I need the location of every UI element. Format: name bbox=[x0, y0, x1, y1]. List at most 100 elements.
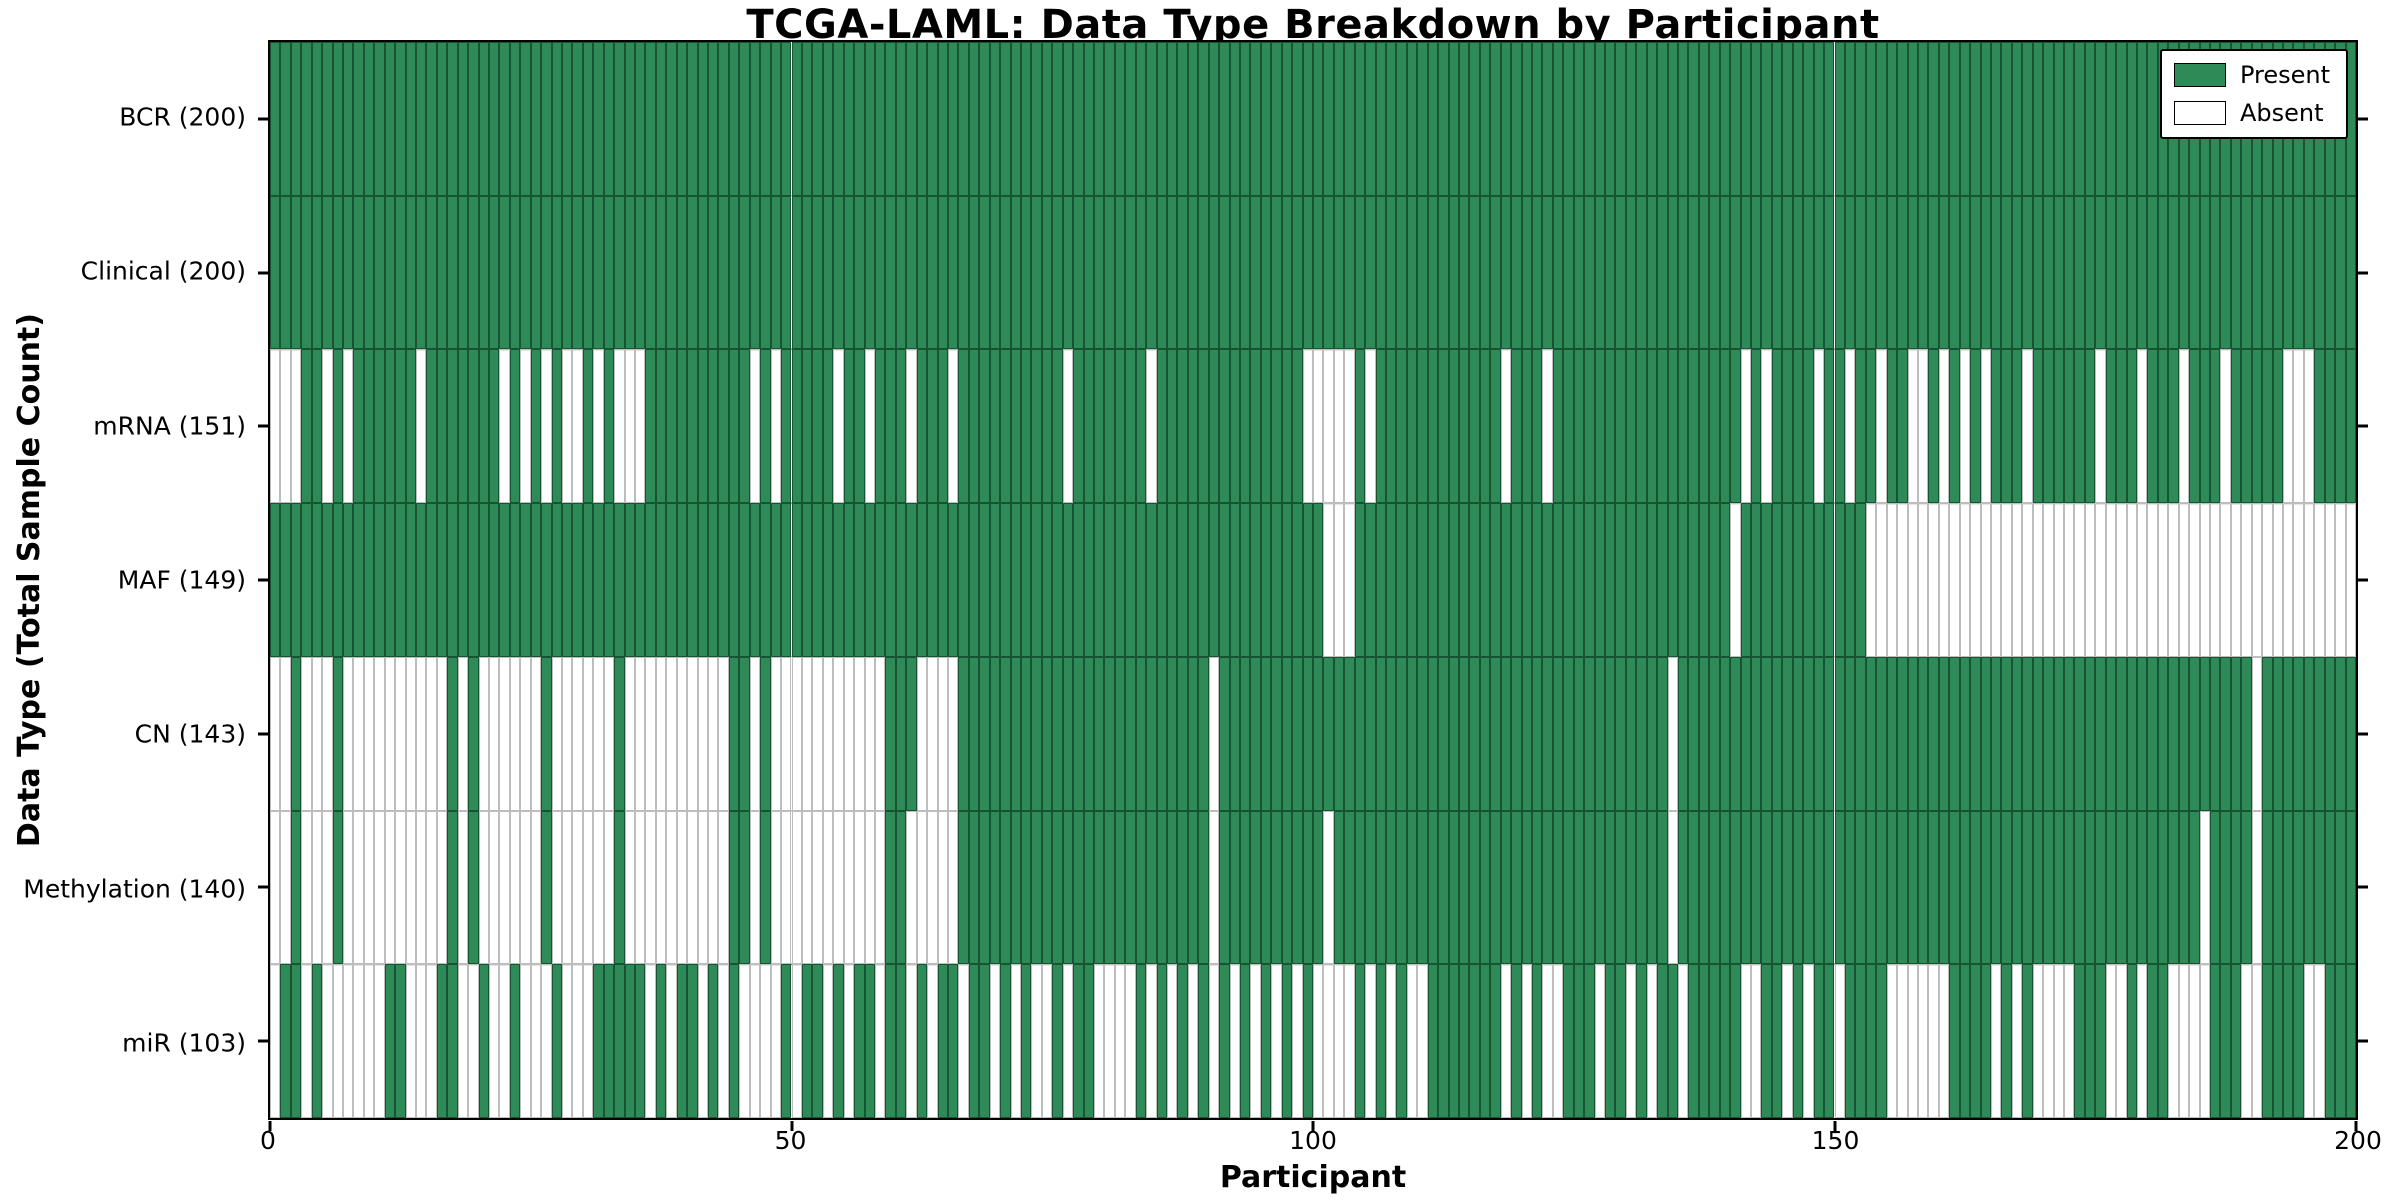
cell-miR-88-absent bbox=[1187, 964, 1199, 1118]
cell-Methylation-24-absent bbox=[520, 810, 531, 965]
cell-Clinical-39-present bbox=[676, 195, 688, 350]
cell-miR-128-present bbox=[1605, 964, 1616, 1118]
cell-Methylation-49-absent bbox=[781, 810, 792, 965]
cell-miR-116-present bbox=[1479, 964, 1491, 1118]
cell-mRNA-123-present bbox=[1552, 349, 1564, 504]
cell-MAF-179-absent bbox=[2136, 503, 2148, 657]
cell-CN-5-absent bbox=[322, 656, 333, 811]
cell-CN-114-present bbox=[1459, 656, 1470, 811]
legend-label-present: Present bbox=[2239, 61, 2330, 89]
cell-CN-64-absent bbox=[937, 656, 948, 811]
cell-miR-94-absent bbox=[1250, 964, 1261, 1118]
legend: Present Absent bbox=[2159, 49, 2348, 139]
cell-BCR-125-present bbox=[1573, 42, 1585, 196]
y-tick-mark-right bbox=[2358, 578, 2368, 582]
cell-Clinical-168-present bbox=[2022, 195, 2033, 350]
cell-Clinical-195-present bbox=[2303, 195, 2315, 350]
cell-Clinical-60-present bbox=[895, 195, 907, 350]
cell-CN-7-absent bbox=[343, 656, 354, 811]
cell-Methylation-185-absent bbox=[2199, 810, 2210, 965]
cell-miR-6-absent bbox=[332, 964, 343, 1118]
cell-mRNA-8-present bbox=[353, 349, 364, 504]
cell-miR-102-absent bbox=[1333, 964, 1345, 1118]
cell-mRNA-158-absent bbox=[1917, 349, 1929, 504]
cell-BCR-109-present bbox=[1406, 42, 1418, 196]
legend-item-absent: Absent bbox=[2173, 99, 2330, 127]
cell-Clinical-152-present bbox=[1855, 195, 1866, 350]
cell-Methylation-124-present bbox=[1563, 810, 1574, 965]
cell-Methylation-154-present bbox=[1876, 810, 1887, 965]
cell-Clinical-100-present bbox=[1313, 195, 1324, 350]
cell-miR-36-absent bbox=[645, 964, 656, 1118]
cell-mRNA-22-absent bbox=[499, 349, 510, 504]
cell-mRNA-146-present bbox=[1792, 349, 1804, 504]
cell-Clinical-8-present bbox=[353, 195, 364, 350]
cell-MAF-62-present bbox=[916, 503, 928, 657]
cell-MAF-89-present bbox=[1198, 503, 1209, 657]
cell-CN-128-present bbox=[1605, 656, 1616, 811]
cell-mRNA-11-present bbox=[384, 349, 396, 504]
cell-BCR-54-present bbox=[833, 42, 844, 196]
cell-MAF-127-present bbox=[1594, 503, 1606, 657]
cell-Clinical-17-present bbox=[447, 195, 458, 350]
cell-Methylation-58-absent bbox=[874, 810, 886, 965]
cell-BCR-14-present bbox=[416, 42, 427, 196]
cell-Clinical-31-present bbox=[593, 195, 604, 350]
cell-Methylation-10-absent bbox=[374, 810, 385, 965]
cell-CN-84-present bbox=[1146, 656, 1157, 811]
cell-BCR-1-present bbox=[280, 42, 291, 196]
cell-mRNA-9-present bbox=[363, 349, 375, 504]
cell-mRNA-38-present bbox=[666, 349, 677, 504]
cell-Clinical-70-present bbox=[1000, 195, 1011, 350]
cell-mRNA-96-present bbox=[1271, 349, 1282, 504]
cell-CN-24-absent bbox=[520, 656, 531, 811]
cell-Clinical-23-present bbox=[509, 195, 521, 350]
cell-Methylation-121-present bbox=[1532, 810, 1543, 965]
cell-Clinical-155-present bbox=[1886, 195, 1898, 350]
cell-miR-66-absent bbox=[958, 964, 969, 1118]
cell-BCR-20-present bbox=[478, 42, 490, 196]
cell-mRNA-103-absent bbox=[1344, 349, 1355, 504]
cell-miR-10-absent bbox=[374, 964, 385, 1118]
cell-CN-105-present bbox=[1365, 656, 1376, 811]
cell-CN-180-present bbox=[2147, 656, 2158, 811]
cell-mRNA-51-present bbox=[801, 349, 813, 504]
cell-BCR-113-present bbox=[1448, 42, 1459, 196]
cell-mRNA-193-absent bbox=[2282, 349, 2294, 504]
cell-mRNA-161-present bbox=[1949, 349, 1960, 504]
cell-Methylation-180-present bbox=[2147, 810, 2158, 965]
cell-Methylation-147-present bbox=[1803, 810, 1814, 965]
cell-miR-30-absent bbox=[582, 964, 594, 1118]
cell-Methylation-59-present bbox=[885, 810, 896, 965]
cell-CN-96-present bbox=[1271, 656, 1282, 811]
x-tick-mark-150 bbox=[1833, 1121, 1836, 1131]
cell-BCR-121-present bbox=[1532, 42, 1543, 196]
cell-Clinical-164-present bbox=[1980, 195, 1991, 350]
cell-miR-26-absent bbox=[541, 964, 552, 1118]
cell-miR-169-absent bbox=[2032, 964, 2044, 1118]
cell-mRNA-185-present bbox=[2199, 349, 2210, 504]
cell-Clinical-181-present bbox=[2157, 195, 2169, 350]
cell-Clinical-45-present bbox=[739, 195, 750, 350]
cell-BCR-15-present bbox=[426, 42, 437, 196]
cell-Methylation-68-present bbox=[979, 810, 990, 965]
cell-CN-9-absent bbox=[363, 656, 375, 811]
cell-BCR-41-present bbox=[697, 42, 709, 196]
cell-miR-135-absent bbox=[1678, 964, 1689, 1118]
cell-MAF-103-absent bbox=[1344, 503, 1355, 657]
cell-mRNA-27-present bbox=[551, 349, 563, 504]
cell-CN-111-present bbox=[1427, 656, 1439, 811]
cell-BCR-42-present bbox=[708, 42, 719, 196]
cell-MAF-53-present bbox=[822, 503, 834, 657]
cell-BCR-67-present bbox=[968, 42, 980, 196]
cell-mRNA-159-present bbox=[1928, 349, 1939, 504]
cell-mRNA-187-absent bbox=[2220, 349, 2231, 504]
cell-miR-40-present bbox=[687, 964, 698, 1118]
cell-Clinical-61-present bbox=[906, 195, 917, 350]
cell-miR-101-absent bbox=[1323, 964, 1334, 1118]
cell-mRNA-171-present bbox=[2053, 349, 2064, 504]
cell-MAF-116-present bbox=[1479, 503, 1491, 657]
cell-MAF-31-present bbox=[593, 503, 604, 657]
cell-BCR-18-present bbox=[457, 42, 469, 196]
cell-Methylation-26-present bbox=[541, 810, 552, 965]
